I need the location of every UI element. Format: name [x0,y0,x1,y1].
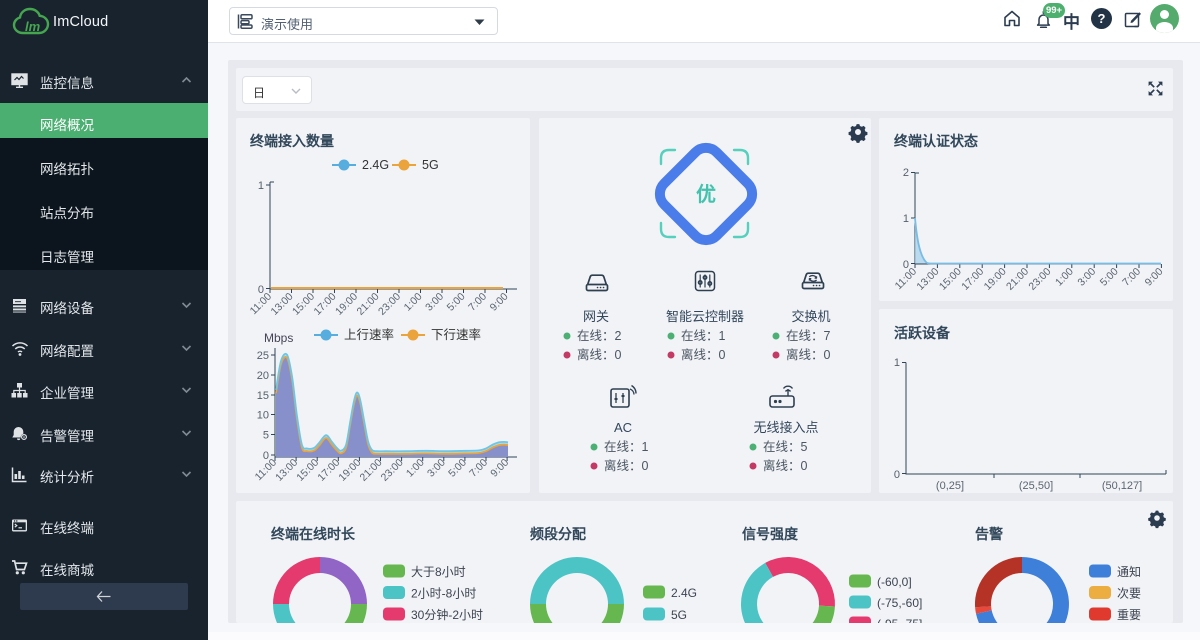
svg-text:0: 0 [903,259,909,271]
svg-text:5G: 5G [422,158,439,172]
svg-text:通知: 通知 [1117,565,1141,579]
svg-text:活跃设备: 活跃设备 [894,325,951,341]
svg-text:0: 0 [894,469,900,481]
svg-text:15: 15 [257,390,269,402]
svg-text:21:00: 21:00 [355,291,382,318]
svg-text:优: 优 [696,182,716,206]
svg-text:7:00: 7:00 [467,457,490,480]
svg-text:离线：0: 离线：0 [786,347,831,362]
svg-text:21:00: 21:00 [1004,266,1031,293]
svg-text:3:00: 3:00 [425,457,448,480]
svg-text:5G: 5G [671,608,687,622]
svg-text:15:00: 15:00 [937,266,964,293]
svg-text:5:00: 5:00 [1098,266,1121,289]
svg-text:20: 20 [257,370,269,382]
svg-text:11:00: 11:00 [248,291,275,318]
svg-text:下行速率: 下行速率 [431,327,481,342]
svg-text:AC: AC [614,420,632,435]
svg-text:2.4G: 2.4G [362,158,389,172]
svg-text:9:00: 9:00 [488,457,511,480]
svg-text:1:00: 1:00 [402,291,425,314]
svg-text:7:00: 7:00 [466,291,489,314]
svg-text:15:00: 15:00 [290,291,317,318]
svg-text:大于8小时: 大于8小时 [411,565,466,579]
svg-text:9:00: 9:00 [488,291,511,314]
svg-text:(0,25]: (0,25] [936,480,964,492]
svg-text:在线：2: 在线：2 [577,329,622,343]
svg-text:在线：1: 在线：1 [681,329,726,343]
svg-text:网关: 网关 [583,309,609,324]
svg-text:3:00: 3:00 [423,291,446,314]
svg-text:2小时-8小时: 2小时-8小时 [411,587,476,601]
svg-text:(-75,-60]: (-75,-60] [877,596,922,610]
svg-text:在线：5: 在线：5 [763,440,808,454]
svg-text:交换机: 交换机 [791,309,830,324]
svg-text:上行速率: 上行速率 [344,327,394,342]
svg-text:重要: 重要 [1117,608,1141,622]
svg-text:离线：0: 离线：0 [763,458,808,473]
svg-text:(-95,-75]: (-95,-75] [877,617,922,623]
svg-text:无线接入点: 无线接入点 [753,420,818,435]
svg-text:23:00: 23:00 [376,291,403,318]
svg-text:9:00: 9:00 [1143,266,1166,289]
svg-text:1: 1 [258,180,264,192]
svg-text:10: 10 [257,410,269,422]
svg-text:Mbps: Mbps [264,331,293,345]
svg-text:在线：1: 在线：1 [604,440,649,454]
svg-text:频段分配: 频段分配 [530,526,586,542]
svg-text:1: 1 [894,357,900,369]
svg-text:告警: 告警 [975,526,1003,542]
svg-text:离线：0: 离线：0 [577,347,622,362]
svg-text:17:00: 17:00 [959,266,986,293]
svg-text:终端接入数量: 终端接入数量 [250,133,334,149]
svg-text:7:00: 7:00 [1120,266,1143,289]
svg-text:25: 25 [257,350,269,362]
svg-text:智能云控制器: 智能云控制器 [666,309,744,324]
svg-text:5:00: 5:00 [446,457,469,480]
svg-text:5: 5 [263,430,269,442]
svg-text:信号强度: 信号强度 [742,526,799,542]
svg-text:0: 0 [263,450,269,462]
svg-text:13:00: 13:00 [269,291,296,318]
svg-text:0: 0 [258,284,264,296]
svg-text:19:00: 19:00 [982,266,1009,293]
svg-text:在线：7: 在线：7 [786,329,831,343]
svg-text:13:00: 13:00 [914,266,941,293]
svg-text:5:00: 5:00 [445,291,468,314]
svg-text:30分钟-2小时: 30分钟-2小时 [411,607,483,622]
svg-text:终端在线时长: 终端在线时长 [271,526,356,542]
svg-text:23:00: 23:00 [1026,266,1053,293]
svg-text:3:00: 3:00 [1075,266,1098,289]
svg-text:终端认证状态: 终端认证状态 [894,133,978,149]
svg-text:1:00: 1:00 [1053,266,1076,289]
svg-text:lm: lm [25,19,41,34]
svg-text:2: 2 [903,167,909,179]
svg-text:离线：0: 离线：0 [681,347,726,362]
svg-text:17:00: 17:00 [312,291,339,318]
svg-text:1:00: 1:00 [404,457,427,480]
svg-text:(25,50]: (25,50] [1019,480,1053,492]
svg-text:1: 1 [903,213,909,225]
svg-text:(-60,0]: (-60,0] [877,575,912,589]
svg-text:19:00: 19:00 [333,291,360,318]
svg-text:(50,127]: (50,127] [1102,480,1142,492]
svg-text:次要: 次要 [1117,587,1141,601]
svg-text:11:00: 11:00 [893,266,920,293]
svg-text:离线：0: 离线：0 [604,458,649,473]
svg-text:2.4G: 2.4G [671,586,697,600]
